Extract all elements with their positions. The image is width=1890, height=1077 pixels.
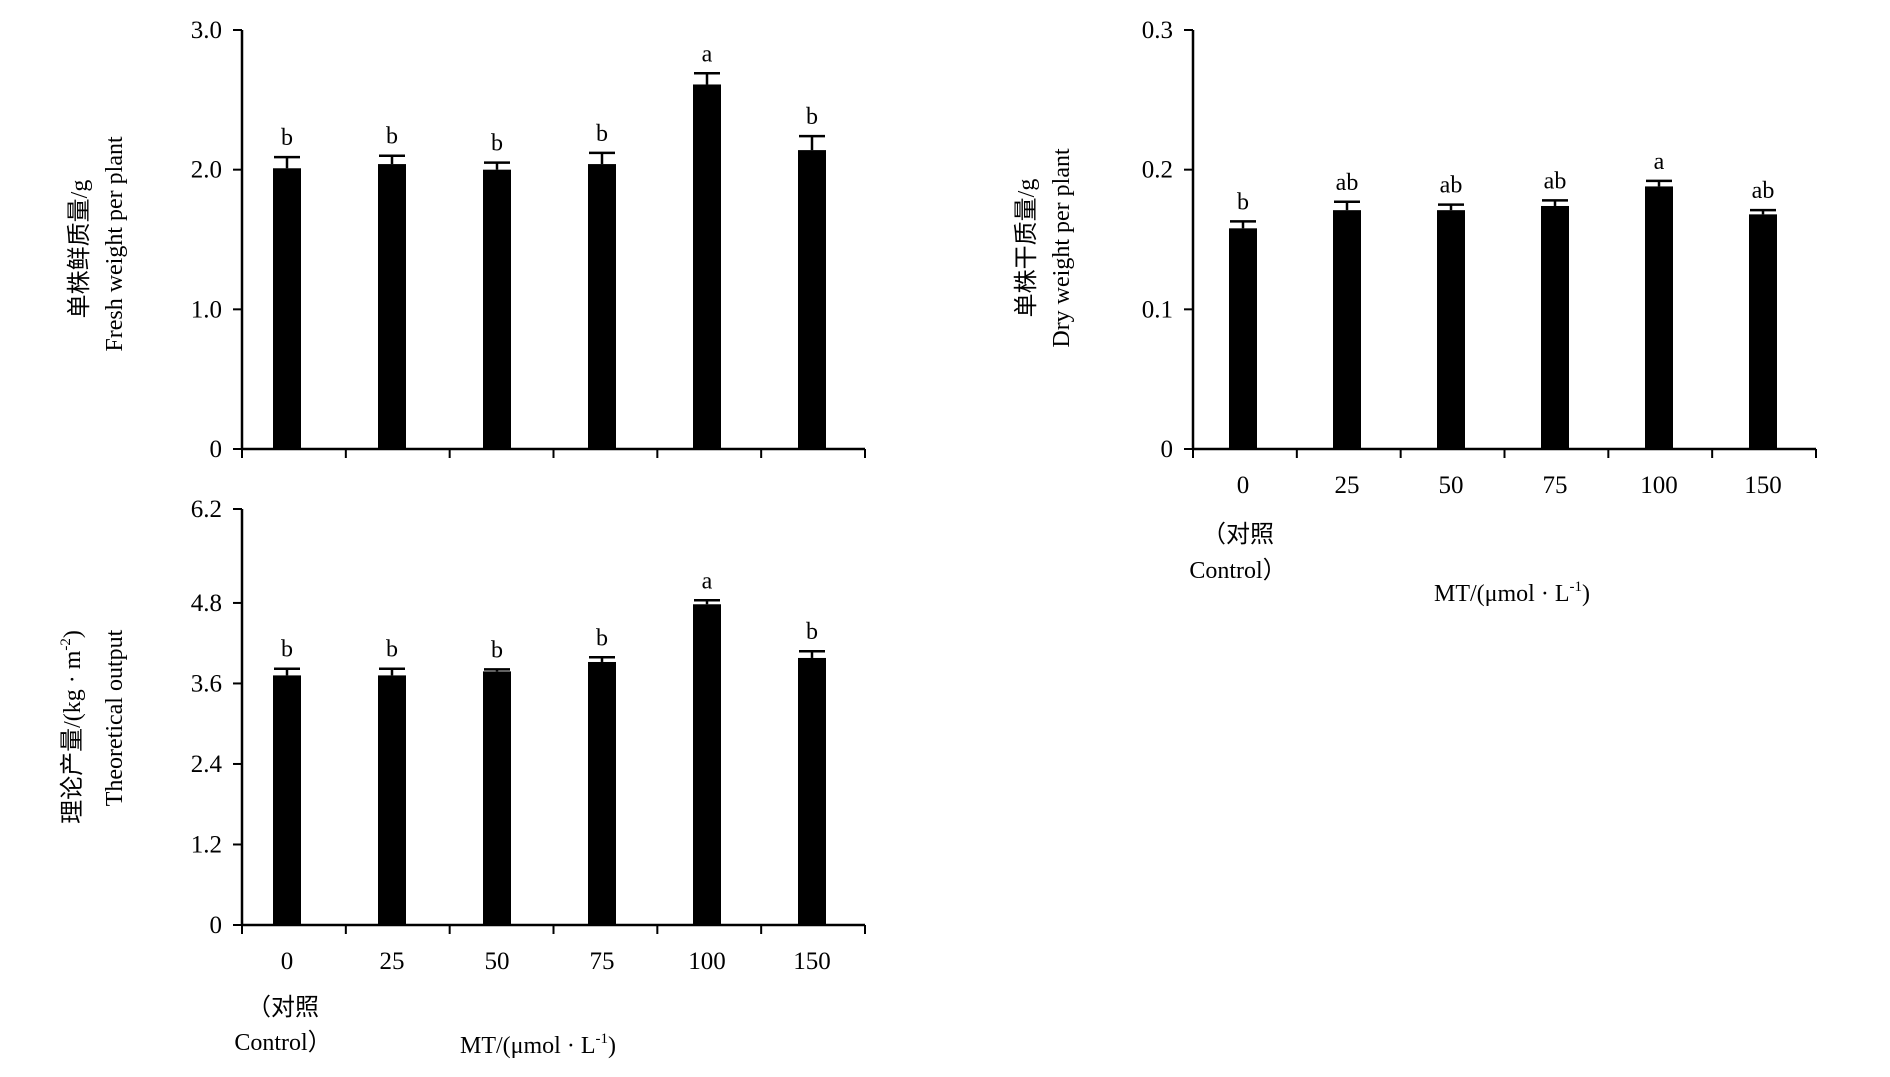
output-significance-label: a <box>702 568 713 594</box>
fresh-bar <box>378 164 406 449</box>
dry-weight-chart: 单株干质量/g Dry weight per plant 0 0.1 0.2 0.3 b… <box>1013 17 1817 607</box>
dry-bar <box>1229 228 1257 449</box>
fresh-bar <box>483 169 511 449</box>
output-x-tick-label: 75 <box>590 948 615 975</box>
theoretical-output-x-axis-title-superscript: -1 <box>596 1031 609 1047</box>
fresh-weight-y-axis-title-cn: 单株鲜质量/g <box>66 180 93 319</box>
fresh-bar <box>798 150 826 449</box>
dry-bar <box>1749 214 1777 449</box>
theoretical-output-y-axis-title-superscript: -2 <box>58 638 74 651</box>
fresh-y-tick-label: 1.0 <box>191 296 222 323</box>
fresh-weight-plot-area: 0 1.0 2.0 3.0 b b b b a b <box>191 17 866 463</box>
output-bar <box>483 671 511 925</box>
dry-weight-y-axis-title-cn: 单株干质量/g <box>1013 179 1040 318</box>
output-significance-label: b <box>596 625 608 651</box>
output-bar <box>378 675 406 925</box>
dry-bar <box>1333 210 1361 449</box>
output-x-tick-label: 50 <box>485 948 510 975</box>
fresh-significance-label: a <box>702 41 713 67</box>
output-y-tick-label: 4.8 <box>191 590 222 617</box>
dry-weight-x-axis-title-main: MT/(μmol · L <box>1434 581 1570 607</box>
theoretical-output-x-axis-title-main: MT/(μmol · L <box>460 1033 596 1059</box>
dry-bar <box>1437 210 1465 449</box>
dry-weight-plot-area: 0 0.1 0.2 0.3 b 0 ab 25 ab 50 ab 75 a 100 ab 150 <box>1142 17 1817 499</box>
output-bar <box>588 661 616 925</box>
output-y-tick-label: 1.2 <box>191 831 222 858</box>
dry-x-tick-label: 25 <box>1335 472 1360 499</box>
output-y-tick-label: 6.2 <box>191 496 222 523</box>
fresh-weight-y-axis-title: 单株鲜质量/g Fresh weight per plant <box>66 136 128 352</box>
dry-x-tick-label: 75 <box>1543 472 1568 499</box>
fresh-significance-label: b <box>596 121 608 147</box>
theoretical-output-chart: 理论产量/(kg · m-2) Theoretical output 0 1.2 2… <box>58 496 866 1059</box>
dry-significance-label: ab <box>1544 168 1567 194</box>
dry-x-tick-label: 100 <box>1640 472 1678 499</box>
dry-y-tick-label: 0.3 <box>1142 17 1173 44</box>
output-bar <box>273 675 301 925</box>
dry-significance-label: ab <box>1440 173 1463 199</box>
dry-bar <box>1645 186 1673 449</box>
theoretical-output-y-axis-title-cn-main: 理论产量/(kg · m <box>59 650 86 824</box>
theoretical-output-x-axis-title-end: ) <box>608 1033 616 1059</box>
dry-x-tick-label: 50 <box>1439 472 1464 499</box>
dry-weight-control-note: （对照 Control） <box>1189 521 1286 584</box>
fresh-bar <box>588 164 616 449</box>
output-x-tick-label: 25 <box>380 948 405 975</box>
dry-significance-label: a <box>1654 149 1665 175</box>
dry-weight-x-axis-title: MT/(μmol · L-1) <box>1434 579 1590 607</box>
dry-weight-x-axis-title-end: ) <box>1582 581 1590 607</box>
dry-y-tick-label: 0.2 <box>1142 157 1173 184</box>
output-significance-label: b <box>806 619 818 645</box>
theoretical-output-x-axis-title: MT/(μmol · L-1) <box>460 1031 616 1059</box>
dry-significance-label: ab <box>1752 178 1775 204</box>
dry-weight-control-note-en: Control） <box>1189 558 1286 584</box>
output-significance-label: b <box>281 637 293 663</box>
output-y-tick-label: 2.4 <box>191 751 223 778</box>
theoretical-output-y-axis-title: 理论产量/(kg · m-2) Theoretical output <box>58 629 128 824</box>
fresh-bar <box>273 168 301 449</box>
output-significance-label: b <box>491 637 503 663</box>
fresh-weight-y-axis-title-en: Fresh weight per plant <box>102 136 128 352</box>
fresh-significance-label: b <box>806 104 818 130</box>
dry-bar <box>1541 205 1569 449</box>
dry-weight-control-note-cn: （对照 <box>1202 521 1274 548</box>
output-x-tick-label: 0 <box>281 948 294 975</box>
fresh-y-tick-label: 0 <box>210 436 223 463</box>
theoretical-output-y-axis-title-end: ) <box>60 630 86 638</box>
fresh-significance-label: b <box>491 131 503 157</box>
dry-weight-y-axis-title: 单株干质量/g Dry weight per plant <box>1013 148 1075 348</box>
output-bar <box>798 657 826 925</box>
fresh-weight-chart: 单株鲜质量/g Fresh weight per plant 0 1.0 2.0 3.… <box>66 17 866 463</box>
dry-weight-x-axis-title-superscript: -1 <box>1570 579 1583 595</box>
fresh-significance-label: b <box>386 124 398 150</box>
fresh-significance-label: b <box>281 125 293 151</box>
output-y-tick-label: 3.6 <box>191 670 222 697</box>
theoretical-output-y-axis-title-en: Theoretical output <box>102 629 128 806</box>
dry-weight-y-axis-title-en: Dry weight per plant <box>1049 148 1075 348</box>
theoretical-output-y-axis-title-cn: 理论产量/(kg · m-2) <box>58 630 86 824</box>
dry-significance-label: b <box>1237 189 1249 215</box>
theoretical-output-control-note-en: Control） <box>234 1030 331 1056</box>
dry-y-tick-label: 0.1 <box>1142 296 1173 323</box>
fresh-y-tick-label: 3.0 <box>191 17 222 44</box>
theoretical-output-plot-area: 0 1.2 2.4 3.6 4.8 6.2 b 0 b 25 b 50 b 75 a 100 b 150 <box>191 496 866 975</box>
dry-x-tick-label: 0 <box>1237 472 1250 499</box>
output-significance-label: b <box>386 637 398 663</box>
theoretical-output-control-note-cn: （对照 <box>247 994 319 1021</box>
output-bar <box>693 604 721 925</box>
dry-x-tick-label: 150 <box>1744 472 1782 499</box>
dry-y-tick-label: 0 <box>1161 436 1174 463</box>
fresh-bar <box>693 84 721 449</box>
fresh-y-tick-label: 2.0 <box>191 157 222 184</box>
dry-significance-label: ab <box>1336 170 1359 196</box>
output-y-tick-label: 0 <box>210 912 223 939</box>
theoretical-output-control-note: （对照 Control） <box>234 994 331 1056</box>
output-x-tick-label: 100 <box>688 948 726 975</box>
output-x-tick-label: 150 <box>793 948 831 975</box>
